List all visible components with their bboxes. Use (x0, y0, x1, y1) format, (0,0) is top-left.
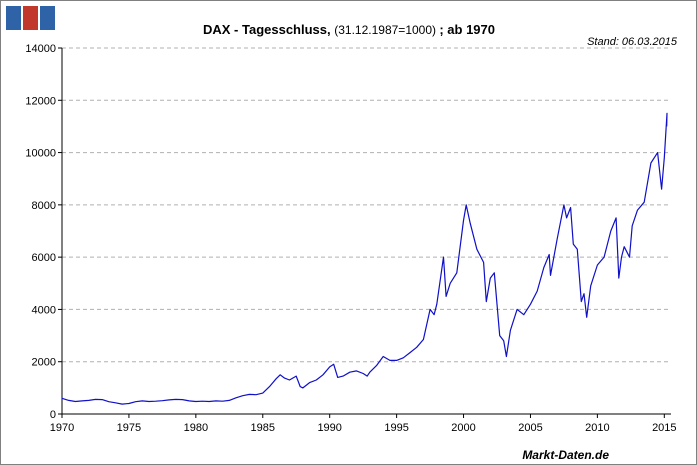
y-tick-label: 12000 (25, 95, 56, 107)
x-tick-label: 1975 (117, 422, 141, 434)
logo-square-red (23, 6, 38, 30)
y-tick-label: 4000 (32, 304, 56, 316)
x-tick-label: 1985 (251, 422, 275, 434)
x-tick-label: 2010 (585, 422, 609, 434)
plot-area: 0 2000 4000 6000 8000 10000 12000 14000 1970 1975… (25, 43, 676, 434)
x-tick-label: 2015 (652, 422, 676, 434)
title-tail: ; ab 1970 (439, 22, 495, 37)
x-tick-label: 2005 (518, 422, 542, 434)
x-tick-label: 1980 (184, 422, 208, 434)
markt-daten-logo (6, 6, 55, 30)
plot-background (62, 48, 671, 414)
y-tick-label: 8000 (32, 200, 56, 212)
footer-brand: Markt-Daten.de (522, 448, 609, 462)
y-tick-label: 14000 (25, 43, 56, 55)
title-normal: (31.12.1987=1000) (334, 23, 439, 37)
dax-series-line (61, 112, 668, 405)
x-tick-label: 1995 (384, 422, 408, 434)
x-tick-label: 1990 (317, 422, 341, 434)
y-tick-label: 10000 (25, 148, 56, 160)
logo-square-blue (6, 6, 21, 30)
y-tick-label: 0 (50, 409, 56, 421)
x-tick-label: 1970 (50, 422, 74, 434)
y-tick-label: 6000 (32, 252, 56, 264)
stand-date: Stand: 06.03.2015 (587, 36, 678, 48)
y-tick-label: 2000 (32, 357, 56, 369)
x-tick-label: 2000 (451, 422, 475, 434)
chart-title: DAX - Tagesschluss, (31.12.1987=1000) ; … (203, 22, 495, 37)
logo-square-blue-2 (40, 6, 55, 30)
title-bold: DAX - Tagesschluss, (203, 22, 331, 37)
